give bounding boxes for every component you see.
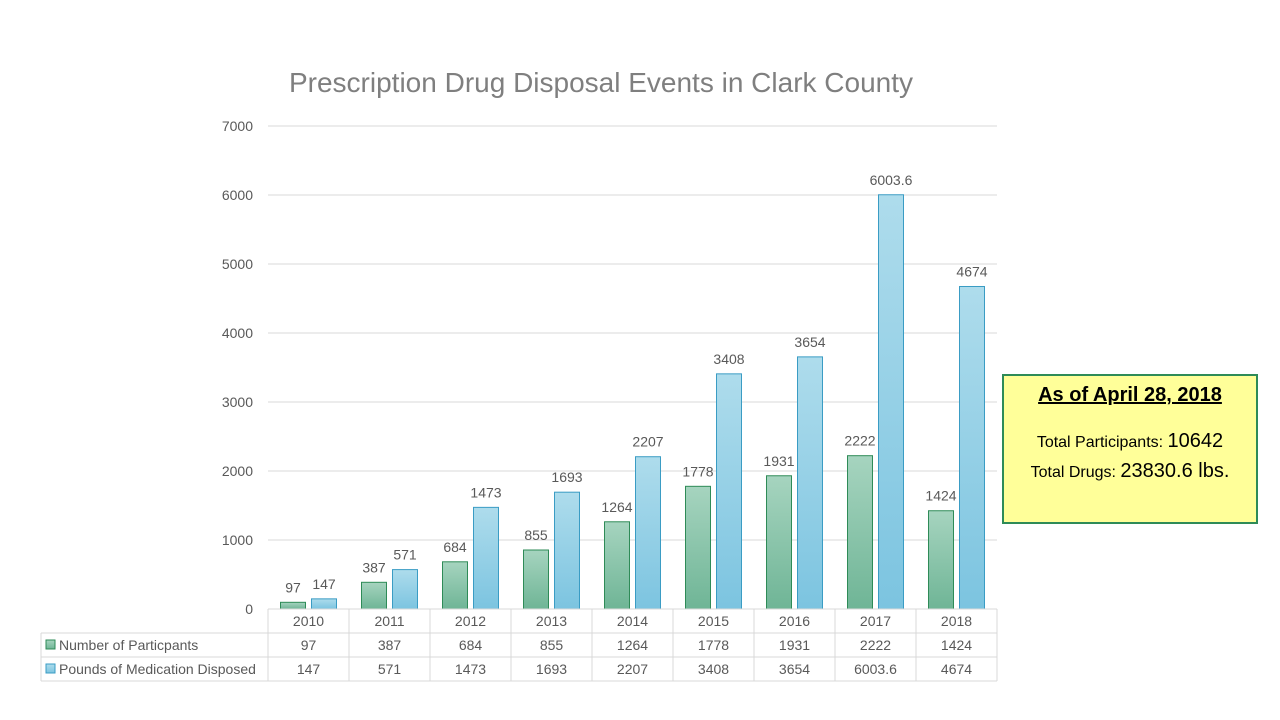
y-tick-label: 0 [245,601,253,617]
y-tick-label: 5000 [222,256,253,272]
data-label-pounds: 4674 [956,263,987,279]
bar-pounds [392,569,418,610]
table-cell-pounds: 1693 [536,661,567,677]
bar-pounds [554,491,580,610]
data-label-pounds: 2207 [632,434,663,450]
legend-key-pounds [45,663,56,674]
legend-label-participants: Number of Particpants [59,637,198,653]
y-tick-label: 4000 [222,325,253,341]
x-tick-label: 2014 [617,613,648,629]
table-cell-participants: 1424 [941,637,972,653]
total-drugs-label: Total Drugs: [1030,464,1121,481]
bar-participants [928,510,954,610]
table-cell-pounds: 2207 [617,661,648,677]
data-label-participants: 684 [443,539,467,555]
table-cell-participants: 1264 [617,637,648,653]
y-tick-label: 3000 [222,394,253,410]
chart-title: Prescription Drug Disposal Events in Cla… [289,67,913,98]
bar-participants [766,475,792,610]
total-drugs: Total Drugs: 23830.6 lbs. [1004,461,1256,483]
table-cell-pounds: 1473 [455,661,486,677]
table-cell-participants: 97 [301,637,317,653]
data-label-pounds: 1693 [551,469,582,485]
bar-participants [442,561,468,610]
x-tick-label: 2010 [293,613,324,629]
legend-label-pounds: Pounds of Medication Disposed [59,661,256,677]
data-label-participants: 1264 [601,499,632,515]
data-label-pounds: 147 [312,576,336,592]
total-participants: Total Participants: 10642 [1004,431,1256,453]
bar-pounds [311,598,337,610]
x-tick-label: 2016 [779,613,810,629]
table-cell-participants: 387 [378,637,402,653]
legend-key-participants [45,639,56,650]
table-cell-pounds: 3408 [698,661,729,677]
table-cell-participants: 1931 [779,637,810,653]
table-cell-participants: 684 [459,637,483,653]
data-label-participants: 1778 [682,463,713,479]
data-label-pounds: 1473 [470,484,501,500]
bar-pounds [635,456,661,610]
bar-pounds [473,506,499,610]
bar-pounds [878,194,904,610]
table-cell-participants: 2222 [860,637,891,653]
total-participants-value: 10642 [1167,430,1224,452]
table-cell-pounds: 4674 [941,661,972,677]
data-label-participants: 387 [362,559,386,575]
x-tick-label: 2011 [374,613,404,629]
table-cell-pounds: 571 [378,661,402,677]
data-label-pounds: 571 [393,547,417,563]
data-label-pounds: 3654 [794,334,825,350]
bar-participants [280,601,306,610]
x-tick-label: 2012 [455,613,486,629]
data-label-participants: 97 [285,579,301,595]
table-cell-participants: 855 [540,637,564,653]
y-tick-label: 7000 [222,118,253,134]
x-tick-label: 2018 [941,613,972,629]
x-tick-label: 2017 [860,613,891,629]
x-tick-label: 2015 [698,613,729,629]
bar-pounds [959,285,985,610]
table-cell-pounds: 147 [297,661,321,677]
bar-pounds [716,373,742,610]
data-label-pounds: 6003.6 [870,172,913,188]
bar-participants [847,455,873,610]
summary-title: As of April 28, 2018 [1038,384,1222,406]
bar-participants [604,521,630,610]
total-participants-label: Total Participants: [1036,434,1168,451]
table-cell-participants: 1778 [698,637,729,653]
data-label-pounds: 3408 [713,351,744,367]
bar-participants [361,581,387,610]
x-tick-label: 2013 [536,613,567,629]
table-cell-pounds: 6003.6 [854,661,897,677]
data-label-participants: 2222 [844,433,875,449]
table-cell-pounds: 3654 [779,661,810,677]
bar-pounds [797,356,823,610]
y-tick-label: 2000 [222,463,253,479]
data-label-participants: 1424 [925,488,956,504]
summary-box: As of April 28, 2018 Total Participants:… [1002,374,1258,524]
y-tick-label: 6000 [222,187,253,203]
data-label-participants: 855 [524,527,548,543]
y-tick-label: 1000 [222,532,253,548]
data-label-participants: 1931 [763,453,794,469]
bar-participants [523,549,549,610]
total-drugs-value: 23830.6 lbs. [1120,460,1230,482]
bar-participants [685,485,711,610]
